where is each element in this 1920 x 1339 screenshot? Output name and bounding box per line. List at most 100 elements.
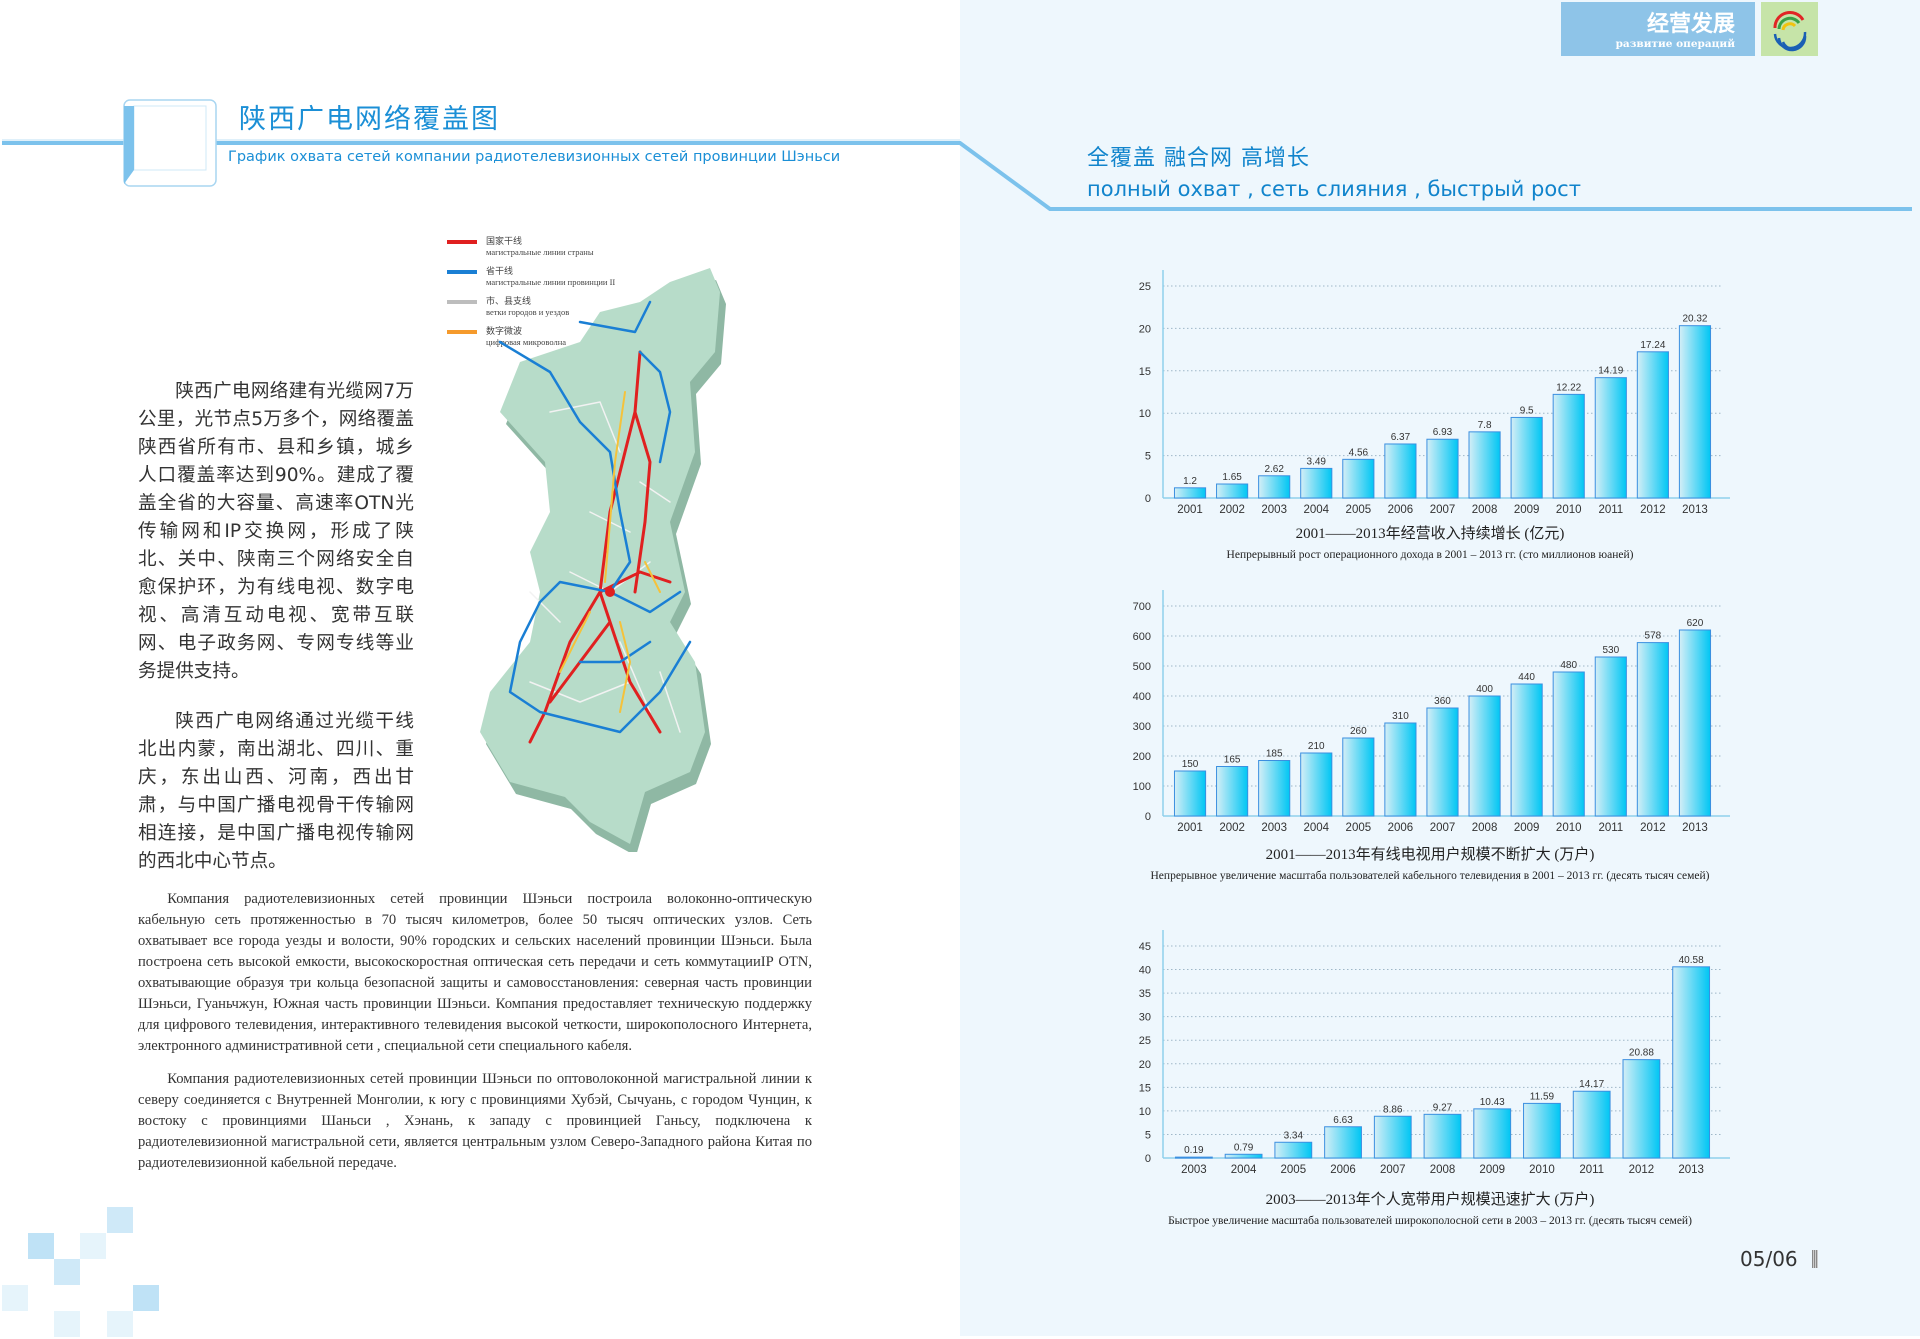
x-tick-label: 2005 <box>1346 504 1372 516</box>
x-tick-label: 2004 <box>1231 1164 1257 1176</box>
x-tick-label: 2005 <box>1346 822 1372 834</box>
chart-3-title: 2003——2013年个人宽带用户规模迅速扩大 (万户) <box>1265 1192 1595 1208</box>
bar-2010 <box>1523 1102 1561 1159</box>
data-label: 1.2 <box>1183 476 1197 487</box>
data-label: 0.19 <box>1184 1145 1204 1156</box>
y-tick-label: 600 <box>1133 631 1151 643</box>
data-label: 400 <box>1476 684 1493 695</box>
legend-swatch <box>447 270 477 274</box>
x-tick-label: 2007 <box>1380 1164 1406 1176</box>
x-tick-label: 2010 <box>1556 822 1582 834</box>
y-tick-label: 45 <box>1139 941 1151 953</box>
section-subtitle: развитие операций <box>1615 38 1735 50</box>
y-tick-label: 0 <box>1145 493 1151 505</box>
y-tick-label: 500 <box>1133 661 1151 673</box>
chart-3-subtitle: Быстрое увеличение масштаба пользователе… <box>1168 1215 1692 1227</box>
data-label: 11.59 <box>1530 1091 1555 1102</box>
data-label: 6.63 <box>1333 1115 1353 1126</box>
y-tick-label: 25 <box>1139 1035 1151 1047</box>
x-tick-label: 2001 <box>1177 822 1203 834</box>
legend-label: магистральные линии страны <box>486 247 594 257</box>
data-label: 480 <box>1560 660 1577 671</box>
bar-2011 <box>1572 1090 1611 1159</box>
y-tick-label: 200 <box>1133 751 1151 763</box>
data-label: 12.22 <box>1556 382 1581 393</box>
bar-2003 <box>1258 760 1291 817</box>
bar-2010 <box>1552 671 1585 817</box>
x-tick-label: 2010 <box>1529 1164 1555 1176</box>
y-tick-label: 40 <box>1139 965 1151 977</box>
chart-1-subtitle: Непрерывный рост операционного дохода в … <box>1226 549 1634 561</box>
x-tick-label: 2002 <box>1219 822 1245 834</box>
page-number-bar <box>1812 1250 1818 1268</box>
bar-2009 <box>1510 416 1543 499</box>
bar-2011 <box>1594 656 1627 817</box>
legend-label: 省干线 <box>486 266 514 276</box>
y-tick-label: 25 <box>1139 281 1151 293</box>
tagline-ru: полный охват , сеть слияния , быстрый ро… <box>1087 177 1581 201</box>
bar-2006 <box>1384 443 1417 499</box>
page-subtitle: График охвата сетей компании радиотелеви… <box>228 149 841 165</box>
chart-2-title: 2001——2013年有线电视用户规模不断扩大 (万户) <box>1265 847 1595 863</box>
data-label: 10.43 <box>1480 1097 1505 1108</box>
revenue-bar-chart: 0 5 10 15 20 25 1.2 2001 1.65 2002 2.62 2003 3.49 200… <box>1139 270 1730 516</box>
x-tick-label: 2013 <box>1678 1164 1704 1176</box>
data-label: 8.86 <box>1383 1104 1403 1115</box>
body-cn-paragraph-1: 陕西广电网络建有光缆网7万公里，光节点5万多个，网络覆盖陕西省所有市、县和乡镇，… <box>138 381 414 682</box>
x-tick-label: 2008 <box>1430 1164 1456 1176</box>
y-tick-label: 400 <box>1133 691 1151 703</box>
legend-item-branch: 市、县支线 ветки городов и уездов <box>447 296 615 317</box>
y-tick-label: 700 <box>1133 601 1151 613</box>
data-label: 17.24 <box>1640 340 1665 351</box>
data-label: 6.93 <box>1433 427 1453 438</box>
legend-item-microwave: 数字微波 цифровая микроволна <box>447 326 615 347</box>
x-tick-label: 2006 <box>1388 504 1414 516</box>
bar-2012 <box>1636 642 1669 817</box>
page-title: 陕西广电网络覆盖图 <box>239 104 500 135</box>
x-tick-label: 2013 <box>1682 822 1708 834</box>
x-tick-label: 2009 <box>1514 822 1540 834</box>
data-label: 9.5 <box>1520 405 1534 416</box>
section-title: 经营发展 <box>1646 12 1735 37</box>
bar-2007 <box>1426 438 1459 499</box>
company-logo-icon <box>1761 2 1818 56</box>
x-tick-label: 2002 <box>1219 504 1245 516</box>
y-tick-label: 5 <box>1145 451 1151 463</box>
y-tick-label: 30 <box>1139 1012 1151 1024</box>
data-label: 1.65 <box>1222 472 1242 483</box>
network-coverage-map <box>480 268 726 852</box>
x-tick-label: 2008 <box>1472 822 1498 834</box>
bar-2005 <box>1342 737 1375 817</box>
bar-2005 <box>1274 1141 1313 1159</box>
data-label: 7.8 <box>1478 420 1492 431</box>
x-tick-label: 2004 <box>1303 822 1329 834</box>
data-label: 0.79 <box>1234 1142 1254 1153</box>
data-label: 185 <box>1266 749 1283 760</box>
y-tick-label: 100 <box>1133 781 1151 793</box>
legend-label: ветки городов и уездов <box>486 307 570 317</box>
x-tick-label: 2007 <box>1430 504 1456 516</box>
legend-item-provincial: 省干线 магистральные линии провинции II <box>447 266 615 287</box>
bar-2009 <box>1510 683 1543 817</box>
data-label: 3.34 <box>1284 1130 1304 1141</box>
body-ru: Компания радиотелевизионных сетей провин… <box>138 889 812 1174</box>
bar-2004 <box>1300 752 1333 817</box>
x-tick-label: 2011 <box>1579 1164 1604 1176</box>
data-label: 6.37 <box>1391 432 1411 443</box>
bar-2013 <box>1678 325 1712 499</box>
tagline-cn: 全覆盖 融合网 高增长 <box>1087 146 1310 171</box>
x-tick-label: 2013 <box>1682 504 1708 516</box>
broadband-users-bar-chart: 0 5 10 15 20 25 30 35 40 45 0.19 2003 0.79 2004 3.34 20… <box>1139 930 1730 1176</box>
bar-2004 <box>1224 1153 1263 1159</box>
legend-label: магистральные линии провинции II <box>486 277 616 287</box>
bar-2008 <box>1468 695 1501 817</box>
chart-1-title: 2001——2013年经营收入持续增长 (亿元) <box>1295 526 1565 542</box>
bar-2002 <box>1216 766 1249 817</box>
data-label: 14.19 <box>1598 366 1623 377</box>
section-badge: 经营发展 развитие операций <box>1561 2 1755 56</box>
y-tick-label: 5 <box>1145 1129 1151 1141</box>
data-label: 530 <box>1602 645 1619 656</box>
x-tick-label: 2011 <box>1598 822 1623 834</box>
data-label: 20.88 <box>1629 1048 1654 1059</box>
y-tick-label: 0 <box>1145 1153 1151 1165</box>
